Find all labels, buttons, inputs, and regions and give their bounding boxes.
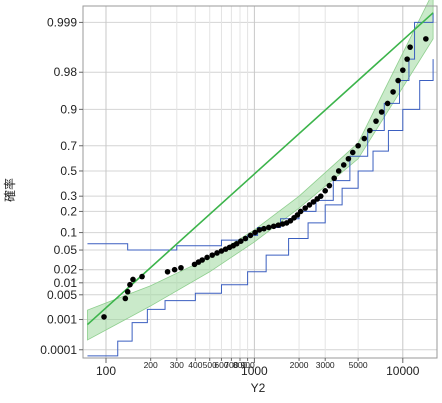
y-tick-label: 0.7 xyxy=(60,139,77,153)
data-point xyxy=(340,162,347,168)
data-point xyxy=(238,238,244,245)
data-point xyxy=(404,56,410,62)
data-point xyxy=(124,288,131,295)
plot-frame xyxy=(82,5,438,359)
data-point xyxy=(395,77,401,84)
data-point xyxy=(373,118,379,124)
data-point xyxy=(252,229,258,236)
data-point xyxy=(367,127,373,134)
data-point xyxy=(335,168,342,174)
y-tick-label: 0.02 xyxy=(54,263,78,277)
x-tick-label: 800 xyxy=(233,360,247,370)
data-point xyxy=(209,252,216,258)
fit-band-layer xyxy=(87,0,434,341)
confidence-steps-upper-line xyxy=(87,12,434,251)
data-point xyxy=(275,222,282,228)
data-point xyxy=(139,273,145,280)
x-tick-label: 600 xyxy=(214,360,228,370)
data-point xyxy=(390,89,396,95)
x-tick-label: 700 xyxy=(224,360,238,370)
y-tick-label: 0.1 xyxy=(60,226,77,240)
data-point xyxy=(400,67,406,73)
data-point xyxy=(270,223,277,230)
y-tick-label: 0.05 xyxy=(54,243,78,257)
x-tick-label: 300 xyxy=(170,360,184,370)
y-tick-label: 0.005 xyxy=(47,288,77,302)
data-point xyxy=(171,266,178,273)
data-point xyxy=(242,235,249,242)
y-tick-label: 0.9 xyxy=(60,102,77,116)
data-point xyxy=(322,187,329,194)
data-point xyxy=(423,36,429,42)
fit-confidence-band xyxy=(87,0,434,341)
x-tick-label: 1000 xyxy=(241,364,268,378)
y-tick-label: 0.999 xyxy=(47,15,77,29)
x-tick-label: 10000 xyxy=(386,364,420,378)
x-tick-label: 100 xyxy=(96,364,116,378)
y-tick-label: 0.98 xyxy=(54,65,78,79)
data-point xyxy=(178,264,184,271)
fit-line-layer xyxy=(86,12,434,326)
x-tick-label: 200 xyxy=(144,360,158,370)
x-tick-label: 5000 xyxy=(349,360,368,370)
data-point xyxy=(407,44,413,50)
y-tick-label: 0.0001 xyxy=(40,343,77,357)
x-axis-title: Y2 xyxy=(251,381,266,395)
y-tick-label: 0.01 xyxy=(54,276,78,290)
fit-line xyxy=(86,12,434,326)
data-point xyxy=(214,250,220,256)
data-point xyxy=(127,281,133,288)
data-point xyxy=(349,149,356,156)
data-point xyxy=(294,212,301,218)
data-point xyxy=(361,135,368,142)
data-point xyxy=(384,100,391,107)
data-point xyxy=(256,227,263,233)
data-point xyxy=(326,182,333,189)
data-point xyxy=(261,225,267,232)
data-point xyxy=(130,276,136,283)
data-point xyxy=(302,205,309,211)
y-axis-title: 確率 xyxy=(2,178,17,202)
data-points-layer xyxy=(101,36,429,320)
data-point xyxy=(199,257,206,263)
y-tick-label: 0.2 xyxy=(60,204,77,218)
y-tick-label: 0.001 xyxy=(47,313,77,327)
data-point xyxy=(345,155,352,162)
data-point xyxy=(122,295,129,302)
data-point xyxy=(233,240,240,247)
x-tick-label: 900 xyxy=(241,360,255,370)
x-tick-label: 3000 xyxy=(316,360,335,370)
data-point xyxy=(317,193,324,199)
y-tick-label: 0.3 xyxy=(60,189,77,203)
data-point xyxy=(265,224,272,231)
data-point xyxy=(247,232,254,239)
x-tick-label: 500 xyxy=(203,360,217,370)
data-point xyxy=(101,314,107,320)
data-point xyxy=(355,142,361,149)
x-tick-label: 400 xyxy=(188,360,202,370)
data-point xyxy=(378,109,385,115)
data-point xyxy=(297,208,304,215)
data-point xyxy=(204,254,210,261)
y-tick-label: 0.5 xyxy=(60,164,77,178)
x-tick-label: 2000 xyxy=(290,360,309,370)
confidence-steps-lower-line xyxy=(87,59,434,357)
data-point xyxy=(331,175,338,182)
data-point xyxy=(306,202,313,208)
data-point xyxy=(164,268,171,275)
